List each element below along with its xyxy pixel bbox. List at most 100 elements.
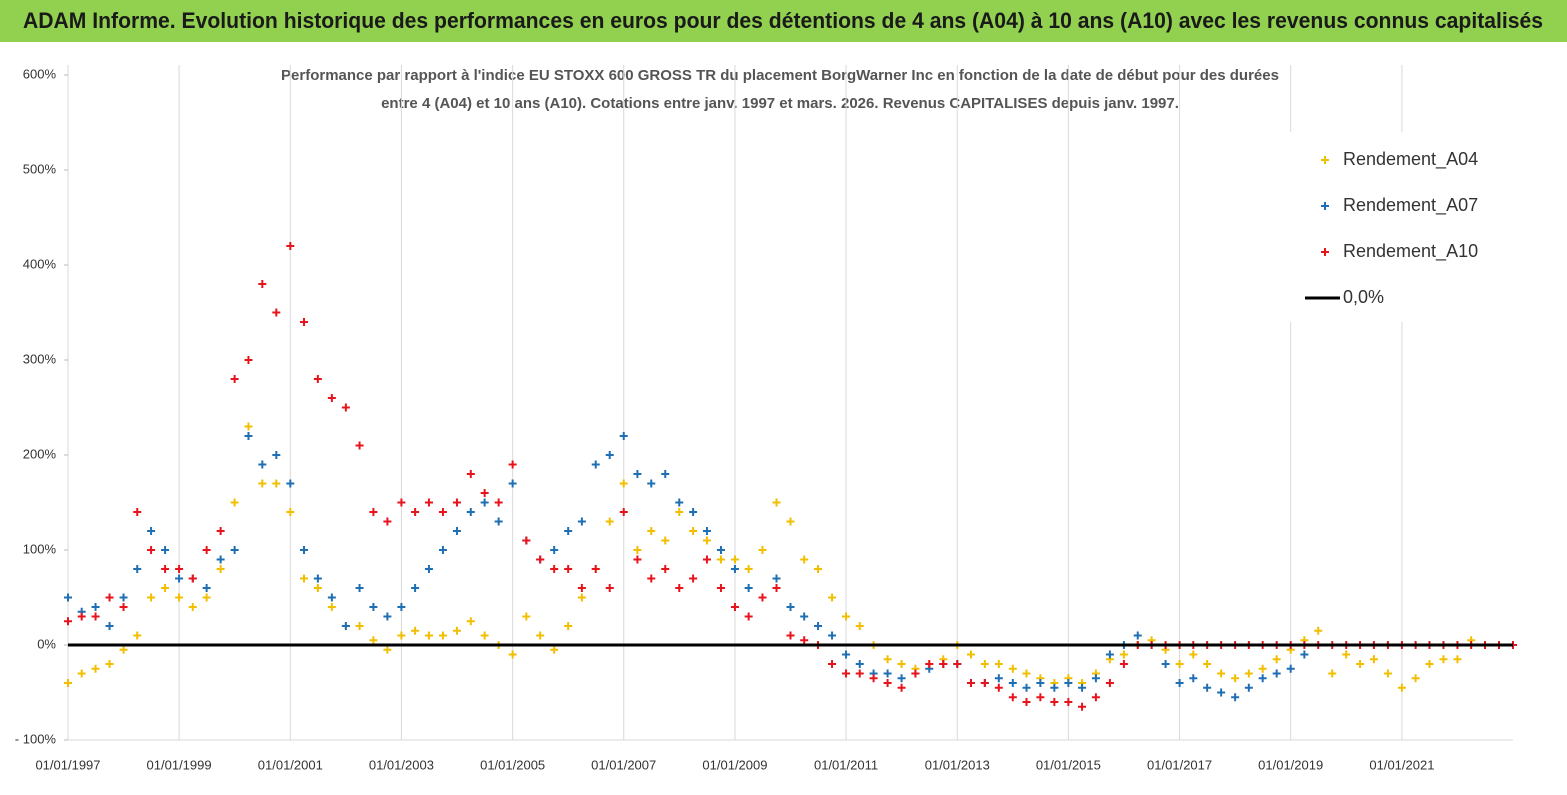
point bbox=[411, 584, 420, 592]
point bbox=[1161, 660, 1170, 668]
point bbox=[133, 508, 142, 516]
point bbox=[119, 645, 128, 654]
point bbox=[786, 517, 795, 526]
point bbox=[230, 498, 239, 507]
point bbox=[702, 536, 711, 545]
point bbox=[828, 660, 837, 668]
point bbox=[828, 593, 837, 602]
point bbox=[605, 517, 614, 526]
point bbox=[1231, 693, 1240, 702]
point bbox=[522, 612, 531, 621]
point bbox=[619, 508, 628, 516]
point bbox=[161, 546, 170, 554]
point bbox=[730, 565, 739, 573]
point bbox=[480, 489, 489, 497]
point bbox=[744, 584, 753, 592]
point bbox=[828, 631, 837, 640]
y-tick-label: 0% bbox=[37, 636, 56, 651]
point bbox=[64, 617, 72, 626]
legend-label: Rendement_A04 bbox=[1343, 149, 1478, 170]
point bbox=[550, 546, 559, 554]
point bbox=[300, 574, 309, 583]
point bbox=[536, 631, 545, 640]
point bbox=[883, 669, 892, 678]
point bbox=[1342, 650, 1351, 659]
point bbox=[397, 631, 406, 640]
point bbox=[619, 432, 628, 440]
point bbox=[661, 536, 670, 545]
point bbox=[800, 636, 809, 645]
point bbox=[369, 508, 378, 516]
point bbox=[77, 612, 86, 621]
y-tick-label: 400% bbox=[23, 256, 57, 271]
point bbox=[202, 593, 211, 602]
point bbox=[216, 555, 225, 564]
point bbox=[91, 603, 100, 611]
point bbox=[1425, 660, 1434, 668]
point bbox=[994, 660, 1003, 668]
point bbox=[77, 669, 86, 678]
x-tick-label: 01/01/2007 bbox=[591, 757, 656, 772]
point bbox=[188, 603, 197, 611]
point bbox=[550, 565, 559, 573]
x-tick-label: 01/01/2001 bbox=[258, 757, 323, 772]
point bbox=[438, 631, 447, 640]
point bbox=[508, 479, 517, 488]
point bbox=[1105, 650, 1114, 659]
point bbox=[814, 565, 823, 573]
point bbox=[883, 679, 892, 687]
point bbox=[730, 555, 739, 564]
point bbox=[1258, 664, 1267, 673]
point bbox=[452, 498, 461, 507]
x-tick-label: 01/01/2015 bbox=[1036, 757, 1101, 772]
point bbox=[577, 593, 586, 602]
point bbox=[452, 527, 461, 535]
point bbox=[675, 584, 684, 592]
point bbox=[1356, 660, 1365, 668]
point bbox=[133, 631, 142, 640]
point bbox=[91, 612, 100, 621]
point bbox=[1411, 674, 1420, 683]
point bbox=[1008, 693, 1017, 702]
point bbox=[438, 546, 447, 554]
point bbox=[1272, 669, 1281, 678]
point bbox=[1078, 702, 1087, 711]
point bbox=[1300, 650, 1309, 659]
point bbox=[397, 498, 406, 507]
y-tick-label: 200% bbox=[23, 446, 57, 461]
point bbox=[716, 584, 725, 592]
point bbox=[480, 631, 489, 640]
point bbox=[355, 622, 364, 630]
point bbox=[286, 242, 295, 250]
point bbox=[897, 660, 906, 668]
point bbox=[661, 470, 670, 478]
point bbox=[438, 508, 447, 516]
point bbox=[147, 593, 156, 602]
point bbox=[633, 546, 642, 554]
point bbox=[466, 470, 475, 478]
point bbox=[1036, 693, 1045, 702]
point bbox=[1091, 674, 1100, 683]
legend-label: Rendement_A07 bbox=[1343, 195, 1478, 216]
point bbox=[689, 508, 698, 516]
point bbox=[1328, 669, 1337, 678]
point bbox=[758, 546, 767, 554]
point bbox=[272, 451, 281, 459]
point bbox=[772, 574, 781, 583]
point bbox=[258, 479, 267, 488]
point bbox=[230, 375, 239, 383]
chart-subtitle: Performance par rapport à l'indice EU ST… bbox=[281, 67, 1279, 84]
point bbox=[147, 527, 156, 535]
legend-label: Rendement_A10 bbox=[1343, 241, 1478, 262]
point bbox=[1272, 655, 1281, 664]
header-title: ADAM Informe. Evolution historique des p… bbox=[23, 8, 1543, 33]
point bbox=[897, 674, 906, 683]
y-tick-label: 500% bbox=[23, 161, 57, 176]
point bbox=[591, 460, 600, 469]
point bbox=[1217, 669, 1226, 678]
point bbox=[1050, 698, 1059, 706]
point bbox=[202, 584, 211, 592]
point bbox=[1314, 626, 1323, 635]
point bbox=[925, 660, 934, 668]
point bbox=[1119, 660, 1128, 668]
